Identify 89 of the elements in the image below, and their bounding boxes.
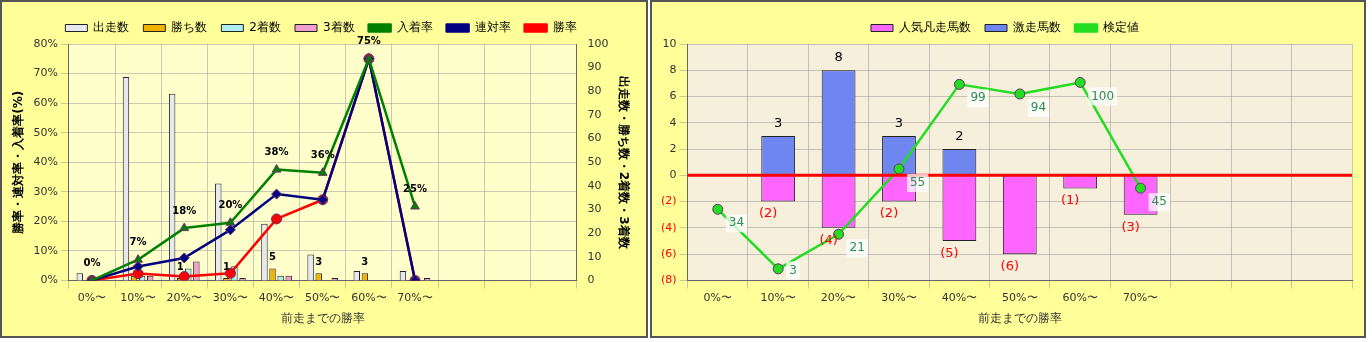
x-axis-title: 前走までの勝率 [977, 310, 1062, 325]
data-label: 99 [970, 90, 986, 105]
x-tick-label: 70%〜 [1122, 290, 1159, 304]
x-tick-label: 0%〜 [703, 290, 733, 304]
y-tick-label: 0 [669, 168, 677, 182]
data-label: 3 [774, 114, 783, 130]
data-label: 3 [315, 255, 323, 267]
y2-axis-title: 出走数・勝ち数・2着数・3着数 [616, 75, 631, 250]
x-tick-label: 50%〜 [1002, 290, 1038, 304]
x-tick-label: 40%〜 [941, 290, 978, 304]
x-tick-label: 10%〜 [760, 290, 796, 304]
data-label: 18% [172, 204, 197, 216]
x-tick-label: 10%〜 [120, 290, 156, 304]
data-label: (2) [879, 205, 899, 221]
y2-tick-label: 80 [587, 84, 602, 98]
data-label: 5 [269, 251, 277, 263]
legend-label: 入着率 [396, 20, 433, 35]
y-tick-label: (6) [660, 246, 677, 260]
x-tick-label: 60%〜 [1062, 290, 1098, 304]
y-tick-label: 0% [40, 273, 58, 287]
x-tick-label: 30%〜 [212, 290, 249, 304]
x-axis-title: 前走までの勝率 [280, 310, 365, 325]
y-tick-label: (4) [660, 220, 677, 234]
y-axis-title: 勝率・連対率・入着率(%) [11, 90, 26, 235]
data-label: 38% [264, 146, 289, 158]
y2-tick-label: 50 [587, 155, 602, 169]
y-tick-label: 30% [33, 184, 58, 198]
y-tick-label: 70% [33, 66, 58, 80]
data-label: 20% [218, 199, 243, 211]
data-label: 2 [955, 127, 964, 143]
data-label: 55 [909, 175, 926, 190]
legend-label: 出走数 [93, 20, 130, 35]
data-label: 3 [789, 262, 797, 277]
x-tick-label: 30%〜 [881, 290, 917, 304]
data-label: 21 [849, 240, 865, 255]
data-label: 1 [176, 260, 184, 272]
data-label: 8 [834, 49, 843, 65]
x-tick-label: 70%〜 [397, 290, 433, 304]
y-tick-label: 4 [669, 115, 677, 129]
legend-label: 連対率 [474, 20, 511, 35]
y2-tick-label: 40 [587, 178, 602, 192]
data-label: 7% [129, 236, 147, 248]
y-tick-label: 6 [669, 89, 677, 103]
x-tick-label: 20%〜 [820, 290, 857, 304]
y-tick-label: 50% [33, 125, 58, 139]
x-tick-label: 40%〜 [258, 290, 295, 304]
data-label: (1) [1060, 192, 1080, 208]
legend-label: 3着数 [323, 20, 355, 35]
x-tick-label: 0%〜 [77, 290, 107, 304]
legend-label: 勝ち数 [171, 20, 208, 35]
legend-label: 激走馬数 [1013, 20, 1061, 35]
y2-tick-label: 100 [587, 36, 609, 50]
data-label: (3) [1121, 218, 1140, 234]
data-label: 3 [361, 255, 369, 267]
legend-label: 人気凡走馬数 [899, 20, 971, 35]
y2-tick-label: 20 [587, 225, 602, 239]
legend-label: 検定値 [1103, 20, 1139, 35]
x-tick-label: 60%〜 [351, 290, 387, 304]
y-tick-label: (8) [660, 273, 677, 287]
data-label: (5) [940, 244, 959, 260]
data-label: (6) [1000, 258, 1019, 274]
y2-tick-label: 60 [587, 131, 602, 145]
x-tick-label: 20%〜 [166, 290, 202, 304]
y2-tick-label: 30 [587, 202, 602, 216]
legend-label: 2着数 [249, 20, 282, 35]
data-label: 0% [83, 256, 101, 268]
y2-tick-label: 70 [587, 107, 602, 121]
y-tick-label: 2 [669, 141, 677, 155]
y2-tick-label: 0 [587, 273, 595, 287]
data-label: 45 [1151, 194, 1167, 209]
y-tick-label: 20% [33, 214, 58, 228]
data-label: 100 [1091, 88, 1115, 103]
data-label: (2) [758, 205, 778, 221]
y2-tick-label: 90 [587, 60, 602, 74]
legend-label: 勝率 [552, 20, 577, 35]
data-label: 3 [894, 114, 904, 130]
y-tick-label: 10% [33, 243, 58, 257]
y-tick-label: 80% [33, 36, 58, 50]
x-tick-label: 50%〜 [305, 290, 341, 304]
data-label: 75% [356, 35, 381, 47]
y-tick-label: 8 [669, 63, 677, 77]
data-label: 94 [1030, 100, 1047, 115]
y-tick-label: 40% [33, 155, 58, 169]
data-label: 1 [222, 260, 230, 272]
y-tick-label: (2) [660, 194, 677, 208]
y-tick-label: 60% [33, 95, 58, 109]
y-tick-label: 10 [662, 36, 677, 50]
data-label: 34 [728, 215, 745, 230]
y2-tick-label: 10 [587, 249, 602, 263]
